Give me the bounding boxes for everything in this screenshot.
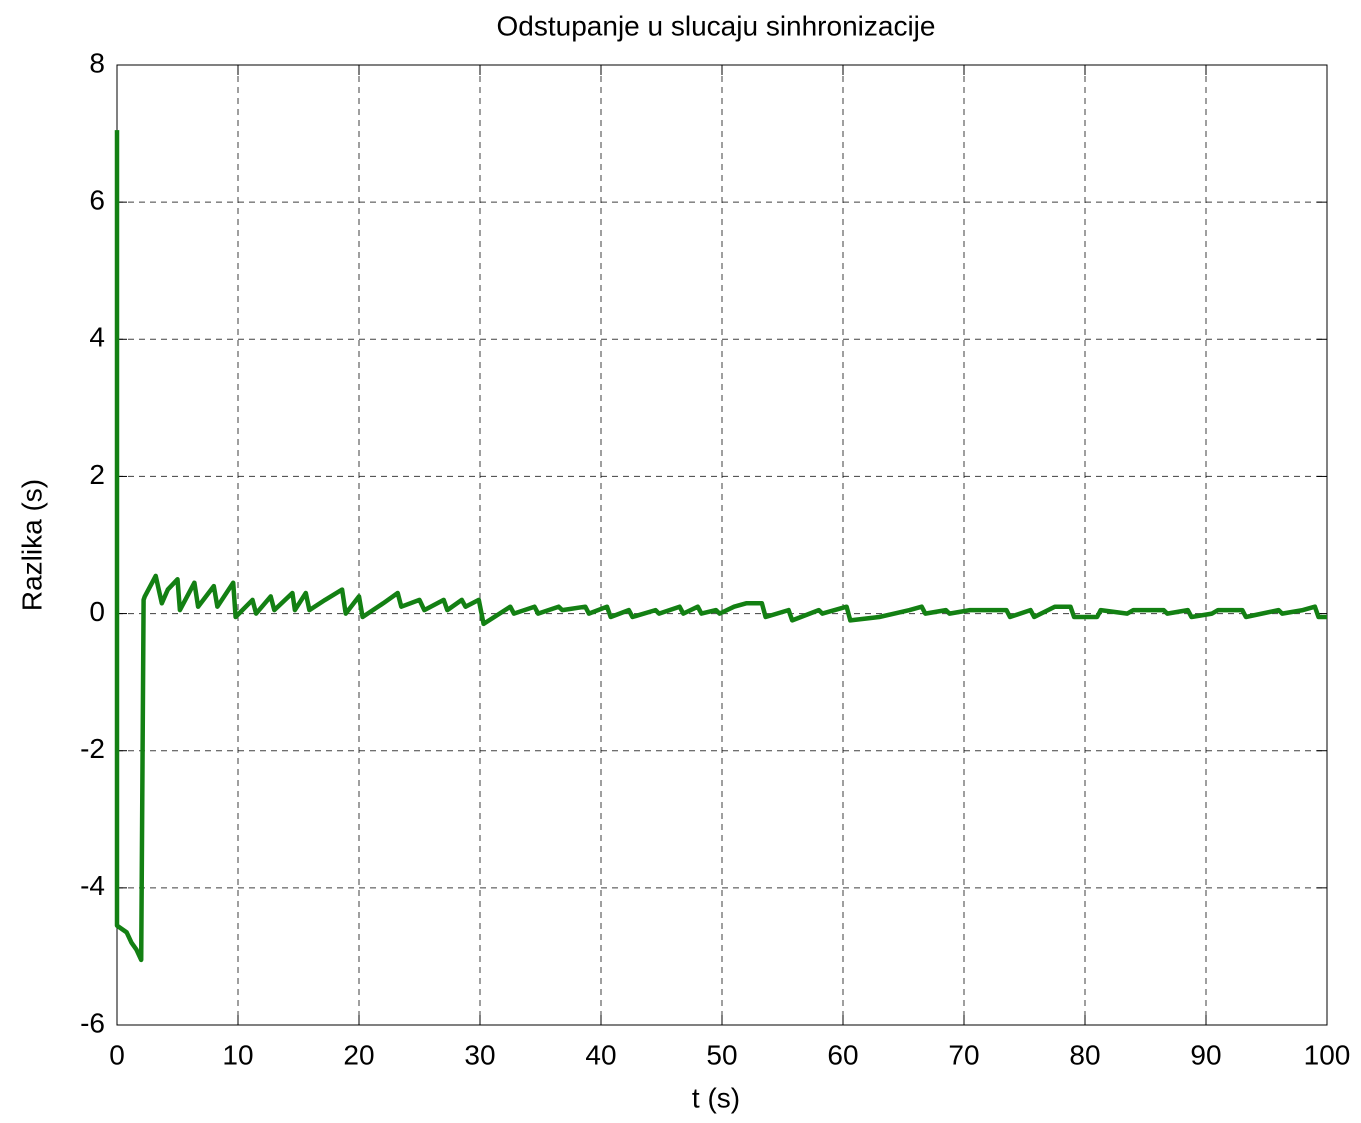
y-tick-label: 6 (89, 185, 105, 216)
x-tick-label: 70 (948, 1039, 979, 1070)
y-tick-label: 2 (89, 459, 105, 490)
x-tick-label: 0 (109, 1039, 125, 1070)
x-tick-label: 40 (585, 1039, 616, 1070)
x-tick-label: 80 (1069, 1039, 1100, 1070)
x-axis-label: t (s) (692, 1082, 740, 1113)
y-tick-label: -2 (80, 733, 105, 764)
y-tick-label: -6 (80, 1007, 105, 1038)
x-tick-label: 60 (827, 1039, 858, 1070)
x-tick-label: 50 (706, 1039, 737, 1070)
y-tick-label: 0 (89, 596, 105, 627)
x-tick-label: 20 (343, 1039, 374, 1070)
y-axis-label: Razlika (s) (16, 479, 47, 611)
chart-title: Odstupanje u slucaju sinhronizacije (497, 10, 936, 41)
x-tick-label: 100 (1304, 1039, 1351, 1070)
x-tick-label: 30 (464, 1039, 495, 1070)
y-tick-label: -4 (80, 870, 105, 901)
x-tick-label: 10 (222, 1039, 253, 1070)
x-tick-label: 90 (1190, 1039, 1221, 1070)
data-line (114, 130, 1327, 963)
y-tick-label: 8 (89, 47, 105, 78)
y-tick-label: 4 (89, 322, 105, 353)
